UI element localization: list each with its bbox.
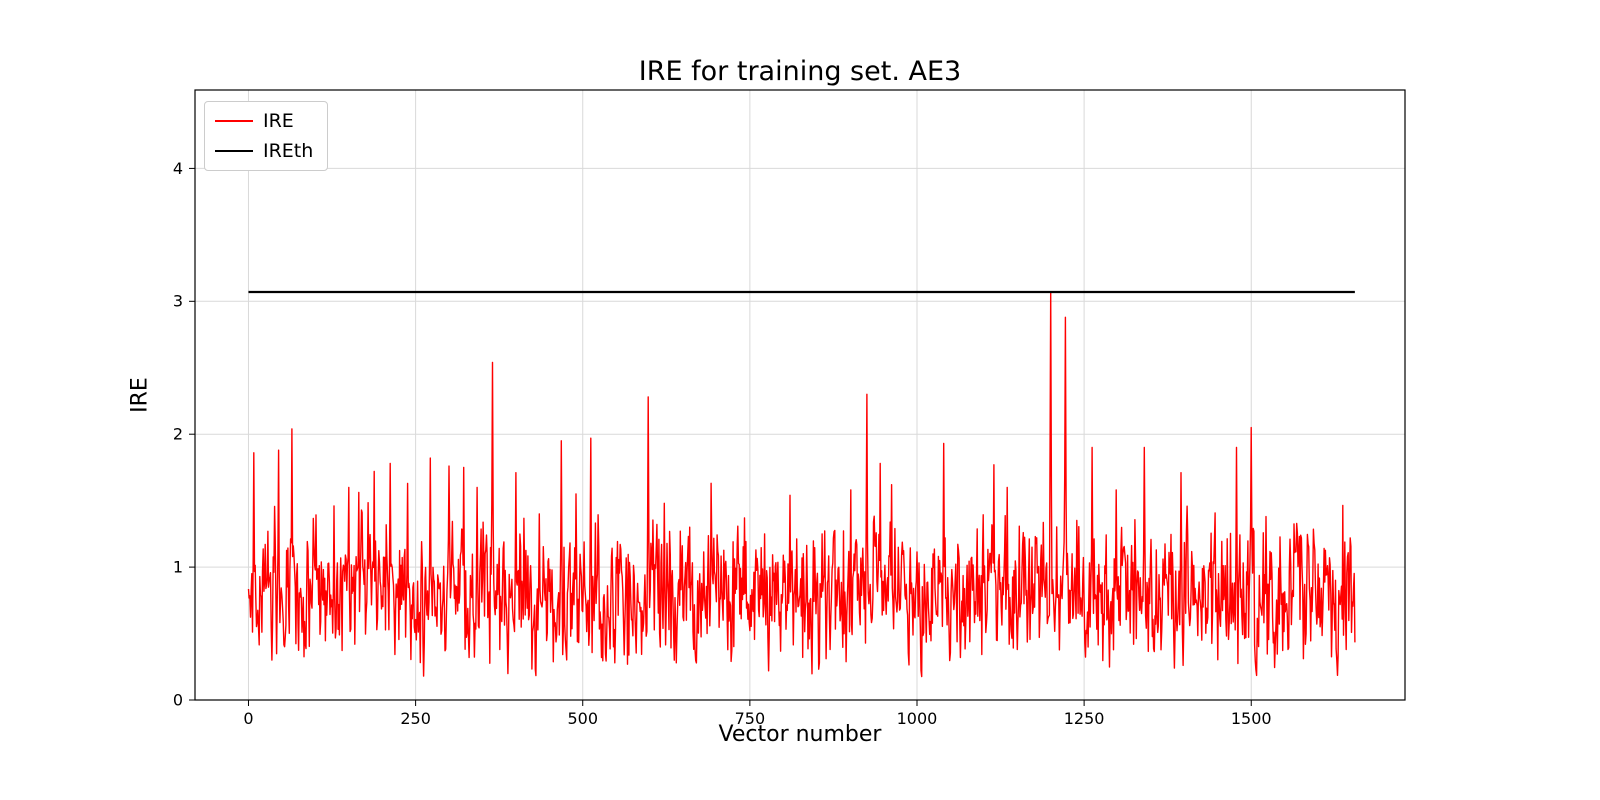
x-tick-label: 1000 bbox=[897, 709, 938, 728]
legend-label-ireth: IREth bbox=[263, 140, 314, 162]
x-axis-label: Vector number bbox=[718, 722, 882, 747]
y-tick-label: 3 bbox=[173, 292, 183, 311]
x-tick-label: 750 bbox=[735, 709, 766, 728]
legend: IRE IREth bbox=[204, 101, 329, 171]
chart-title: IRE for training set. AE3 bbox=[638, 56, 962, 87]
y-tick-label: 4 bbox=[173, 159, 183, 178]
y-tick-label: 1 bbox=[173, 558, 183, 577]
y-tick-label: 0 bbox=[173, 690, 183, 709]
ire-series-line bbox=[247, 291, 1356, 678]
ire-line-swatch bbox=[215, 120, 253, 122]
legend-item-ireth: IREth bbox=[215, 140, 313, 162]
x-tick-label: 1250 bbox=[1064, 709, 1105, 728]
legend-item-ire: IRE bbox=[215, 110, 313, 132]
y-tick-label: 2 bbox=[173, 425, 183, 444]
x-tick-label: 0 bbox=[243, 709, 253, 728]
x-tick-label: 500 bbox=[567, 709, 598, 728]
x-tick-label: 250 bbox=[400, 709, 431, 728]
x-tick-label: 1500 bbox=[1231, 709, 1272, 728]
axes-spines bbox=[194, 89, 1406, 701]
legend-label-ire: IRE bbox=[263, 110, 294, 132]
ireth-line-swatch bbox=[215, 150, 253, 152]
